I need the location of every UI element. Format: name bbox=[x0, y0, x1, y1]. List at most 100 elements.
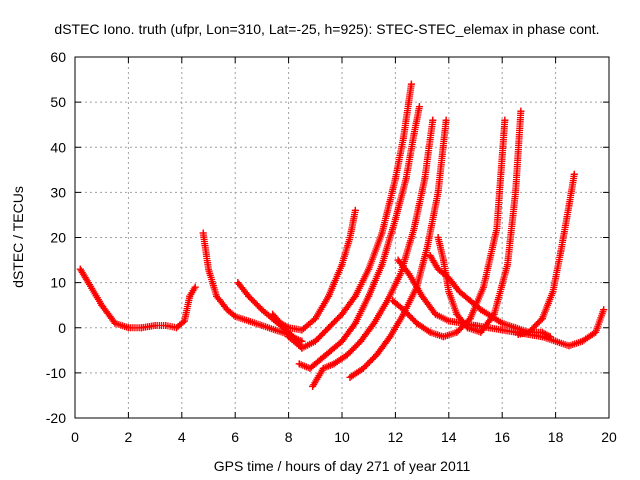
data-point bbox=[445, 288, 453, 296]
x-tick-label: 16 bbox=[494, 429, 510, 445]
data-point bbox=[426, 252, 434, 260]
data-point bbox=[327, 346, 335, 354]
data-point bbox=[405, 270, 413, 278]
series-markers bbox=[394, 256, 608, 350]
data-point bbox=[285, 324, 293, 332]
data-point bbox=[186, 292, 194, 300]
data-point bbox=[162, 321, 170, 329]
data-point bbox=[76, 265, 84, 273]
data-point bbox=[439, 333, 447, 341]
data-point bbox=[111, 319, 119, 327]
series-arc12 bbox=[426, 252, 554, 341]
data-point bbox=[600, 306, 608, 314]
data-point bbox=[463, 324, 471, 332]
data-point bbox=[549, 288, 557, 296]
grid bbox=[75, 57, 609, 418]
data-point bbox=[434, 234, 442, 241]
data-point bbox=[124, 324, 132, 332]
data-point bbox=[445, 317, 453, 325]
data-point bbox=[488, 312, 496, 320]
data-point bbox=[498, 326, 506, 334]
data-point bbox=[138, 324, 146, 332]
series-arc8 bbox=[346, 116, 450, 381]
chart-title: dSTEC Iono. truth (ufpr, Lon=310, Lat=-2… bbox=[54, 21, 599, 37]
data-point bbox=[552, 337, 560, 345]
data-point bbox=[397, 270, 405, 278]
data-point bbox=[389, 297, 397, 305]
series-arc1 bbox=[76, 265, 199, 332]
data-point bbox=[245, 292, 253, 300]
data-point bbox=[512, 188, 520, 196]
data-point bbox=[514, 331, 522, 339]
data-point bbox=[512, 324, 520, 332]
data-point bbox=[407, 80, 415, 88]
data-point bbox=[386, 333, 394, 341]
x-tick-label: 18 bbox=[548, 429, 564, 445]
data-point bbox=[442, 116, 450, 124]
data-point bbox=[365, 265, 373, 273]
data-point bbox=[429, 116, 437, 124]
data-point bbox=[498, 319, 506, 327]
data-point bbox=[546, 333, 554, 341]
data-point bbox=[434, 188, 442, 196]
series-markers bbox=[76, 265, 199, 332]
data-point bbox=[295, 360, 303, 368]
data-point bbox=[338, 261, 346, 269]
data-point bbox=[180, 317, 188, 325]
data-point bbox=[234, 279, 242, 287]
data-point bbox=[213, 292, 221, 300]
y-tick-label: 40 bbox=[50, 139, 66, 155]
data-point bbox=[311, 337, 319, 345]
data-point bbox=[410, 224, 418, 232]
data-point bbox=[317, 355, 325, 363]
data-point bbox=[98, 301, 106, 309]
data-point bbox=[525, 328, 533, 336]
data-point bbox=[439, 256, 447, 264]
data-point bbox=[346, 373, 354, 381]
data-point bbox=[493, 224, 501, 232]
data-point bbox=[538, 328, 546, 336]
data-point bbox=[466, 297, 474, 305]
data-point bbox=[84, 279, 92, 287]
data-point bbox=[455, 288, 463, 296]
data-point bbox=[431, 310, 439, 318]
data-point bbox=[319, 364, 327, 372]
plot-frame bbox=[74, 56, 610, 419]
data-point bbox=[277, 319, 285, 327]
series-arc11 bbox=[434, 107, 525, 336]
data-point bbox=[325, 292, 333, 300]
series-markers bbox=[295, 103, 423, 372]
series-arc9 bbox=[394, 256, 608, 350]
data-point bbox=[351, 206, 359, 214]
data-point bbox=[557, 247, 565, 255]
data-point bbox=[231, 312, 239, 320]
data-point bbox=[570, 170, 578, 178]
data-point bbox=[391, 215, 399, 223]
data-point bbox=[466, 315, 474, 323]
data-point bbox=[245, 317, 253, 325]
y-tick-label: 20 bbox=[50, 230, 66, 246]
y-tick-label: 0 bbox=[58, 320, 66, 336]
data-point bbox=[480, 283, 488, 291]
data-point bbox=[378, 229, 386, 237]
ticks: 0 2 4 6 8 10 12 14 16 18 20 -20 -10 0 10 20 30 40 50 60 bbox=[46, 49, 617, 445]
series-arc7 bbox=[309, 116, 437, 390]
data-point bbox=[423, 243, 431, 251]
y-axis-label: dSTEC / TECUs bbox=[10, 186, 26, 288]
series-arc2 bbox=[199, 229, 306, 345]
data-point bbox=[330, 360, 338, 368]
data-point bbox=[434, 265, 442, 273]
series-arc5 bbox=[285, 80, 415, 352]
series-arc13 bbox=[514, 170, 578, 339]
x-tick-label: 12 bbox=[388, 429, 404, 445]
data-point bbox=[271, 326, 279, 334]
data-points bbox=[76, 80, 608, 390]
data-point bbox=[565, 202, 573, 210]
data-point bbox=[151, 321, 159, 329]
data-point bbox=[338, 310, 346, 318]
data-point bbox=[538, 315, 546, 323]
data-point bbox=[415, 103, 423, 111]
x-tick-label: 20 bbox=[601, 429, 617, 445]
x-axis-label: GPS time / hours of day 271 of year 2011 bbox=[214, 458, 471, 474]
data-point bbox=[413, 319, 421, 327]
